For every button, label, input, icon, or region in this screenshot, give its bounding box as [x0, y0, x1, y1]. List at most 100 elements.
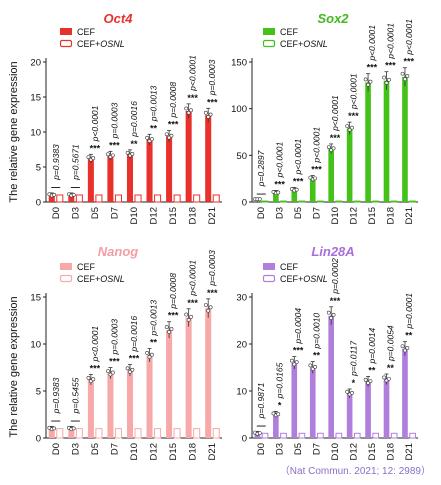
bar-treated — [146, 355, 153, 438]
bar-treated — [383, 80, 390, 202]
bar-control — [390, 432, 398, 439]
p-value-label: p=0.0013 — [149, 300, 159, 337]
x-tick-label: D0 — [51, 443, 62, 455]
replicate-dot — [125, 366, 130, 371]
panel-sox2: Sox2CEFCEF+OSNL050100150—p=0.2897D0***p<… — [231, 11, 418, 224]
y-tick-label: 30 — [236, 293, 247, 304]
p-value-label: p=0.0004 — [293, 308, 303, 345]
replicate-dot — [128, 369, 132, 374]
significance-mark: — — [71, 182, 80, 192]
replicate-dot — [310, 367, 315, 371]
replicate-dot — [294, 360, 299, 365]
legend-swatch-control — [263, 28, 275, 35]
bar-treated — [291, 189, 298, 202]
bar-treated — [328, 315, 334, 438]
bar-treated — [365, 82, 371, 202]
x-tick-label: D7 — [109, 443, 120, 455]
p-value-label: p<0.0001 — [348, 73, 358, 110]
replicate-dot — [384, 378, 389, 383]
bar-control — [353, 432, 361, 439]
bar-control — [317, 200, 324, 203]
p-value-label: p=0.0016 — [129, 316, 139, 353]
bar-control — [56, 194, 64, 203]
replicate-dot — [350, 125, 354, 130]
significance-mark: *** — [330, 296, 341, 306]
panel-nanog: NanogCEFCEF+OSNL051015—p=0.9383D0—p=0.54… — [30, 244, 222, 460]
replicate-dot — [145, 135, 150, 140]
replicate-dot — [91, 156, 96, 161]
x-tick-label: D18 — [188, 207, 199, 224]
bar-control — [114, 194, 122, 203]
p-value-label: p=0.0003 — [109, 319, 119, 356]
x-tick-label: D10 — [129, 207, 140, 224]
legend-swatch-control — [60, 263, 72, 270]
p-value-label: p=0.0003 — [207, 250, 217, 287]
replicate-dot — [308, 363, 313, 368]
replicate-dot — [203, 303, 208, 307]
p-value-label: p<0.0001 — [188, 55, 198, 92]
p-value-label: p<0.0001 — [367, 25, 377, 62]
bar-treated — [365, 381, 371, 438]
bar-control — [75, 194, 83, 203]
significance-mark: *** — [404, 57, 415, 67]
legend-swatch-treated — [59, 39, 73, 48]
y-tick-label: 10 — [30, 128, 41, 139]
significance-mark: *** — [109, 140, 120, 150]
replicate-dot — [169, 133, 174, 138]
x-tick-label: D5 — [293, 207, 304, 219]
replicate-dot — [308, 175, 313, 180]
replicate-dot — [164, 325, 169, 329]
bar-treated — [68, 428, 75, 438]
replicate-dot — [276, 412, 281, 417]
p-value-label: p=0.0165 — [275, 362, 285, 399]
replicate-dot — [326, 310, 331, 315]
significance-mark: ** — [405, 331, 413, 341]
p-value-label: p<0.0001 — [90, 326, 100, 363]
replicate-dot — [106, 369, 110, 374]
legend-label-control: CEF — [280, 262, 299, 272]
bar-treated — [402, 76, 408, 202]
significance-mark: *** — [274, 179, 285, 189]
significance-mark: * — [278, 400, 282, 410]
bar-control — [212, 428, 220, 439]
y-tick-label: 20 — [30, 58, 41, 69]
y-axis-title-top: The relative gene expression — [8, 61, 20, 202]
replicate-dot — [108, 372, 113, 377]
x-tick-label: D12 — [149, 443, 160, 460]
bar-treated — [346, 393, 353, 438]
replicate-dot — [326, 145, 331, 149]
panel-oct4: Oct4CEFCEF+OSNL05101520—p=0.9383D0—p=0.5… — [30, 11, 222, 224]
replicate-dot — [387, 77, 391, 82]
y-tick-label: 150 — [231, 58, 247, 69]
replicate-dot — [189, 314, 193, 319]
x-tick-label: D7 — [312, 207, 323, 219]
replicate-dot — [400, 71, 405, 76]
replicate-dot — [400, 344, 405, 349]
x-tick-label: D21 — [404, 207, 415, 224]
p-value-label: p=0.0013 — [149, 85, 159, 122]
significance-mark: *** — [90, 143, 101, 153]
significance-mark: *** — [348, 111, 359, 121]
significance-mark: ** — [313, 351, 321, 361]
legend-swatch-control — [263, 263, 275, 270]
bar-control — [56, 428, 64, 439]
significance-mark: ** — [150, 123, 158, 133]
replicate-dot — [71, 426, 76, 431]
bar-control — [317, 432, 324, 439]
bar-control — [261, 432, 269, 439]
legend-label-treated: CEF+OSNL — [280, 39, 328, 49]
bar-treated — [68, 195, 75, 202]
replicate-dot — [384, 81, 389, 85]
p-value-label: p=0.0054 — [385, 325, 395, 362]
bar-control — [261, 200, 269, 203]
replicate-dot — [382, 375, 387, 380]
significance-mark: *** — [168, 120, 179, 130]
p-value-label: p=0.0016 — [129, 101, 139, 138]
bar-control — [372, 200, 380, 203]
p-value-label: p<0.0001 — [188, 260, 198, 297]
replicate-dot — [145, 351, 150, 355]
bar-treated — [205, 115, 212, 202]
significance-mark: ** — [368, 366, 376, 376]
bar-control — [95, 428, 103, 439]
bar-treated — [126, 154, 133, 202]
